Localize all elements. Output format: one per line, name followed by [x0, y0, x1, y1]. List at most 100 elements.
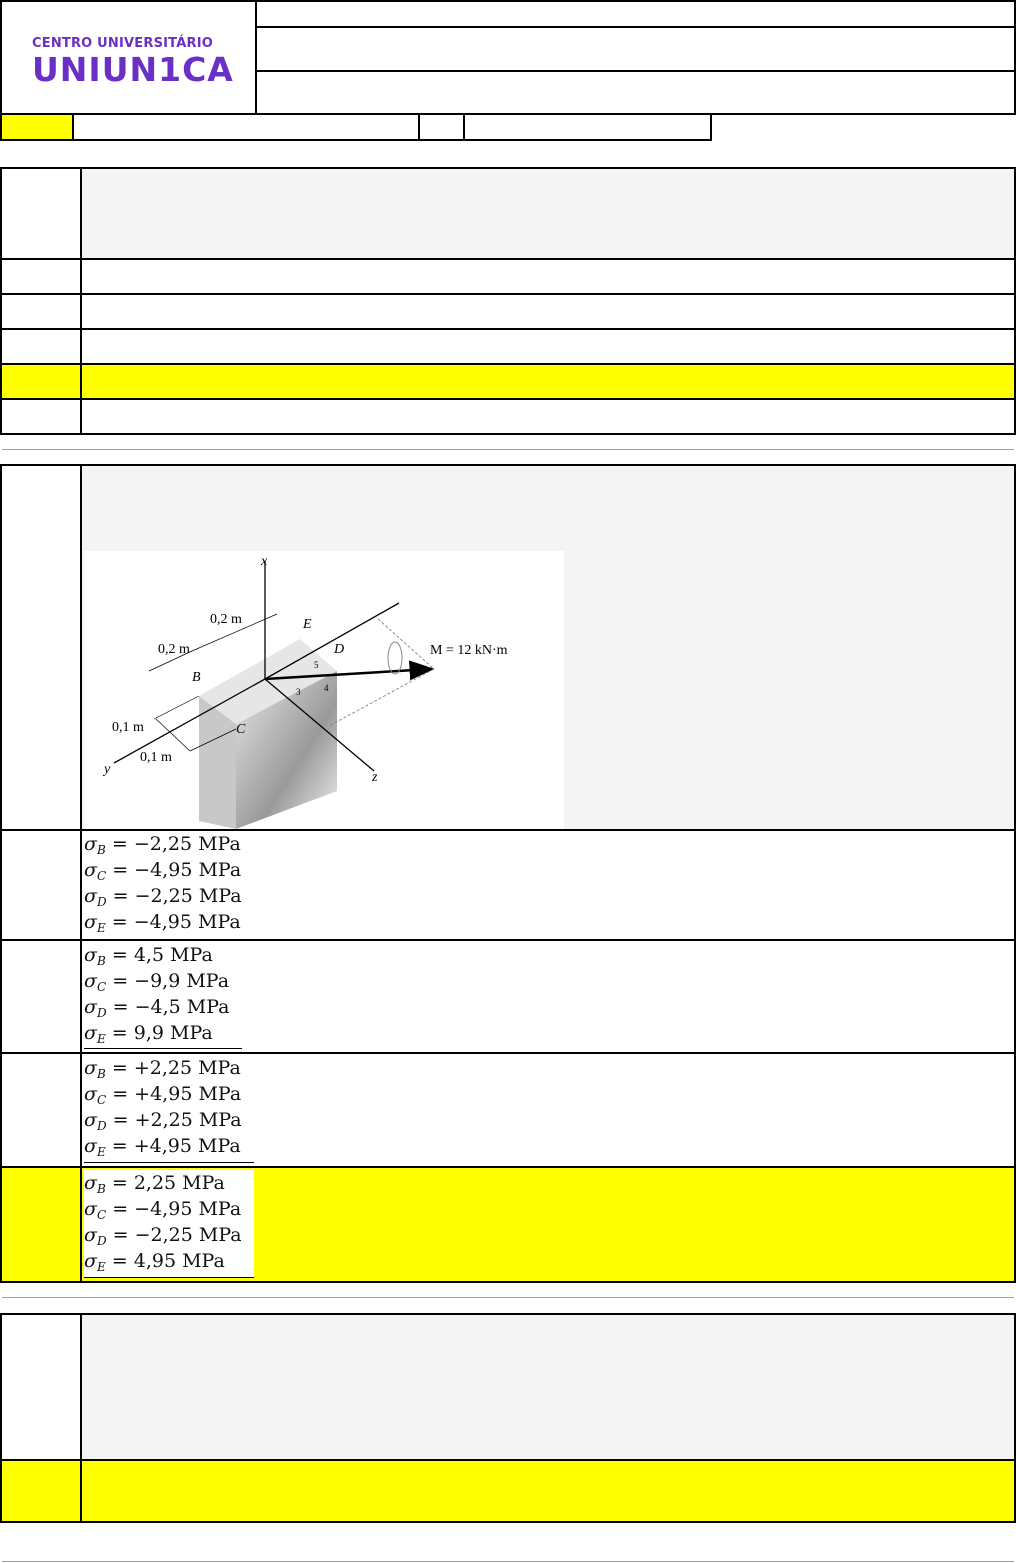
- q1-statement: [80, 167, 1016, 260]
- separator: [2, 1561, 1014, 1562]
- stress-value: = −4,95 MPa: [112, 1198, 242, 1220]
- separator: [2, 1297, 1014, 1298]
- q2-option-c-letter[interactable]: [0, 1052, 82, 1168]
- q1-number-cell: [0, 167, 82, 260]
- y-axis: [113, 678, 266, 764]
- header-cell-2: [255, 26, 1016, 72]
- stress-value: = −2,25 MPa: [112, 885, 242, 907]
- q2-figure: x y z 0,2 m 0,2 m 0,1 m 0,1 m B C D E M …: [84, 551, 564, 829]
- stress-formula: σB = 4,5 MPa: [84, 942, 230, 968]
- info-cell-3: [418, 113, 465, 141]
- logo: CENTRO UNIVERSITÁRIO UNIUN1CA: [32, 36, 234, 88]
- q1-option-a[interactable]: [80, 258, 1016, 295]
- stress-formula: σC = −9,9 MPa: [84, 968, 230, 994]
- stress-formula: σE = 9,9 MPa: [84, 1020, 230, 1046]
- q1-option-e[interactable]: [80, 398, 1016, 435]
- q1-option-e-letter[interactable]: [0, 398, 82, 435]
- point-subscript: B: [96, 953, 106, 968]
- info-cell-2: [72, 113, 420, 141]
- point-subscript: B: [96, 1066, 106, 1081]
- sigma-symbol: σ: [84, 996, 97, 1018]
- point-subscript: C: [96, 1207, 107, 1222]
- q2-option-b-letter[interactable]: [0, 939, 82, 1054]
- stress-value: = 4,5 MPa: [111, 944, 213, 966]
- q1-option-c[interactable]: [80, 328, 1016, 365]
- dim-top-1: 0,2 m: [210, 612, 242, 627]
- stress-formula: σC = −4,95 MPa: [84, 1196, 242, 1222]
- q1-option-d-letter[interactable]: [0, 363, 82, 400]
- q2-option-a-letter[interactable]: [0, 829, 82, 941]
- point-subscript: D: [96, 1233, 107, 1248]
- z-axis: [264, 678, 375, 772]
- point-subscript: E: [96, 1031, 106, 1046]
- dim-left-2: 0,1 m: [140, 750, 172, 765]
- sigma-symbol: σ: [84, 1057, 97, 1079]
- stress-formula: σB = −2,25 MPa: [84, 831, 242, 857]
- stress-value: = −2,25 MPa: [112, 1224, 242, 1246]
- logo-line1: CENTRO UNIVERSITÁRIO: [32, 36, 213, 51]
- stress-formula: σC = +4,95 MPa: [84, 1081, 242, 1107]
- sigma-symbol: σ: [84, 970, 97, 992]
- sigma-symbol: σ: [84, 1083, 97, 1105]
- q1-option-d[interactable]: [80, 363, 1016, 400]
- q2-option-b-formulas: σB = 4,5 MPa σC = −9,9 MPa σD = −4,5 MPa σE…: [84, 942, 242, 1049]
- header-cell-3: [255, 70, 1016, 115]
- axis-y-label: y: [102, 762, 111, 777]
- q3-answer[interactable]: [80, 1459, 1016, 1523]
- point-c: C: [236, 722, 246, 737]
- dim-top-2: 0,2 m: [158, 642, 190, 657]
- q3-number-cell: [0, 1313, 82, 1461]
- logo-line2: UNIUN1CA: [32, 50, 234, 89]
- stress-formula: σE = +4,95 MPa: [84, 1133, 242, 1159]
- sigma-symbol: σ: [84, 833, 97, 855]
- stress-formula: σC = −4,95 MPa: [84, 857, 242, 883]
- point-e: E: [302, 617, 312, 632]
- stress-formula: σD = −2,25 MPa: [84, 883, 242, 909]
- point-subscript: C: [96, 868, 107, 883]
- stress-formula: σD = +2,25 MPa: [84, 1107, 242, 1133]
- q2-option-d-formulas: σB = 2,25 MPa σC = −4,95 MPa σD = −2,25 MP…: [84, 1170, 254, 1278]
- point-subscript: E: [96, 920, 106, 935]
- stress-formula: σE = 4,95 MPa: [84, 1248, 242, 1274]
- sigma-symbol: σ: [84, 1172, 97, 1194]
- sigma-symbol: σ: [84, 859, 97, 881]
- neutral-axis: [264, 602, 400, 680]
- stress-formula: σB = 2,25 MPa: [84, 1170, 242, 1196]
- header-logo-cell: CENTRO UNIVERSITÁRIO UNIUN1CA: [0, 0, 257, 115]
- q2-option-c-formulas: σB = +2,25 MPa σC = +4,95 MPa σD = +2,25 M…: [84, 1055, 254, 1163]
- q2-option-d-letter[interactable]: [0, 1166, 82, 1283]
- q3-answer-letter[interactable]: [0, 1459, 82, 1523]
- sigma-symbol: σ: [84, 1135, 97, 1157]
- slope-4: 4: [324, 683, 329, 693]
- info-cell-4: [463, 113, 712, 141]
- point-subscript: E: [96, 1259, 106, 1274]
- stress-value: = −9,9 MPa: [112, 970, 230, 992]
- point-subscript: D: [96, 894, 107, 909]
- point-subscript: D: [96, 1005, 107, 1020]
- sigma-symbol: σ: [84, 1198, 97, 1220]
- point-subscript: B: [96, 842, 106, 857]
- stress-value: = 4,95 MPa: [111, 1250, 225, 1272]
- sigma-symbol: σ: [84, 1022, 97, 1044]
- point-d: D: [333, 642, 344, 657]
- sigma-symbol: σ: [84, 944, 97, 966]
- axis-z-label: z: [371, 770, 378, 785]
- stress-value: = +2,25 MPa: [111, 1057, 241, 1079]
- point-subscript: C: [96, 1092, 107, 1107]
- stress-formula: σD = −2,25 MPa: [84, 1222, 242, 1248]
- q1-option-b-letter[interactable]: [0, 293, 82, 330]
- slope-3: 3: [296, 687, 301, 697]
- header-cell-1: [255, 0, 1016, 28]
- q1-option-a-letter[interactable]: [0, 258, 82, 295]
- q1-option-b[interactable]: [80, 293, 1016, 330]
- stress-value: = −4,5 MPa: [112, 996, 230, 1018]
- stress-formula: σD = −4,5 MPa: [84, 994, 230, 1020]
- moment-vector: [264, 660, 435, 681]
- point-b: B: [192, 670, 201, 685]
- stress-value: = +4,95 MPa: [111, 1135, 241, 1157]
- q1-option-c-letter[interactable]: [0, 328, 82, 365]
- q2-option-a-formulas: σB = −2,25 MPa σC = −4,95 MPa σD = −2,25 M…: [84, 831, 254, 935]
- sigma-symbol: σ: [84, 911, 97, 933]
- point-subscript: C: [96, 979, 107, 994]
- sigma-symbol: σ: [84, 1224, 97, 1246]
